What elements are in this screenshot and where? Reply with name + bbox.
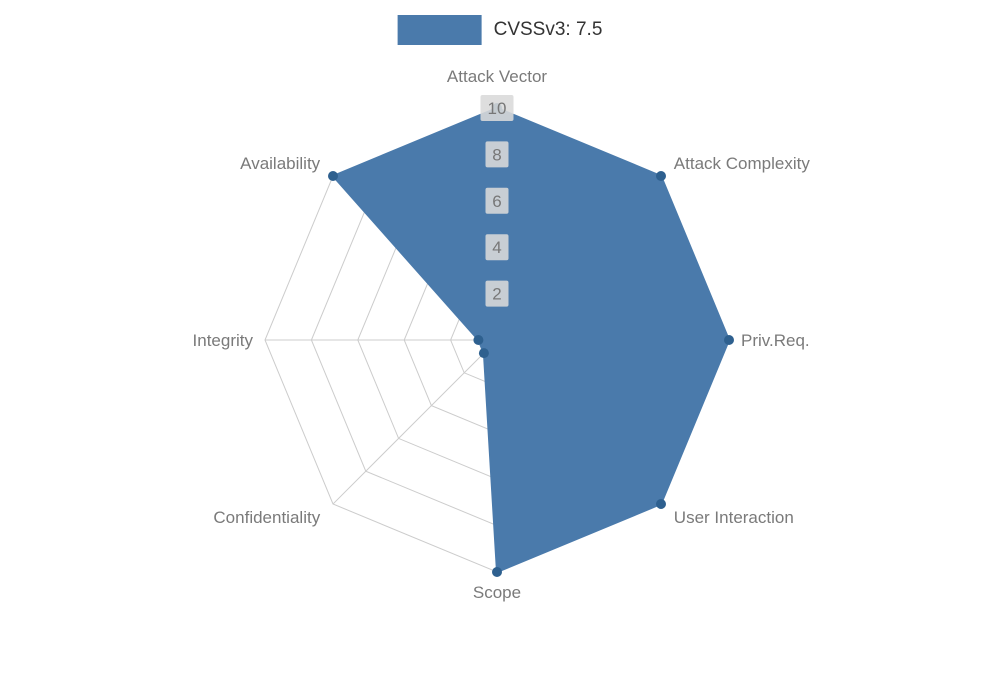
series-marker [656,499,666,509]
grid-spoke [332,339,498,505]
series-marker [328,171,338,181]
legend-swatch [397,15,482,45]
axis-label-attack-complexity: Attack Complexity [674,154,811,173]
series-marker [473,335,484,345]
tick-label: 4 [492,238,501,257]
legend[interactable]: CVSSv3: 7.5 [397,15,603,45]
axis-label-integrity: Integrity [193,331,254,350]
tick-label: 10 [488,99,507,118]
axis-labels: Attack Vector Attack Complexity Priv.Req. U… [193,67,811,602]
series-marker [724,335,734,345]
tick-label-bg [485,234,509,261]
series-marker [478,348,489,359]
axis-label-scope: Scope [473,583,521,602]
tick-label: 2 [492,285,501,304]
tick-label-bg [485,280,509,307]
tick-label: 8 [492,145,501,164]
tick-label: 6 [492,192,501,211]
axis-label-availability: Availability [240,154,321,173]
axis-label-attack-vector: Attack Vector [447,67,547,86]
axis-label-user-interaction: User Interaction [674,508,794,527]
axis-label-confidentiality: Confidentiality [213,508,320,527]
legend-label: CVSSv3: 7.5 [493,19,603,40]
radial-tick-labels: 2 4 6 8 10 [480,95,514,307]
axis-label-priv-req-: Priv.Req. [741,331,810,350]
tick-label-bg [485,187,509,214]
tick-label-bg [480,95,514,121]
series-marker [492,567,502,577]
tick-label-bg [485,141,509,168]
series-marker [656,171,666,181]
